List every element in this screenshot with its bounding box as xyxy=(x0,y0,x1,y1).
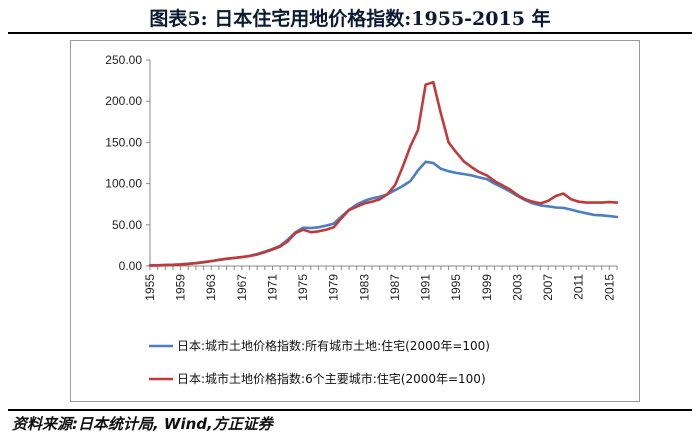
x-tick-label: 1959 xyxy=(174,274,188,301)
title-rule xyxy=(8,32,692,34)
source-rule xyxy=(8,409,692,411)
source-note: 资料来源:日本统计局, Wind,方正证券 xyxy=(12,415,273,433)
x-tick-label: 1955 xyxy=(143,274,157,301)
series-line-2 xyxy=(148,80,619,267)
x-tick-label: 2003 xyxy=(510,274,524,301)
legend-label-1: 日本:城市土地价格指数:所有城市土地:住宅(2000年=100) xyxy=(177,338,490,353)
legend-label-2: 日本:城市土地价格指数:6个主要城市:住宅(2000年=100) xyxy=(177,371,486,386)
x-tick-label: 1999 xyxy=(480,274,494,301)
x-tick-label: 2007 xyxy=(541,274,555,301)
x-tick-label: 2015 xyxy=(602,274,616,301)
y-tick-label: 0.00 xyxy=(119,259,143,273)
x-tick-label: 1975 xyxy=(296,274,310,301)
x-tick-label: 1971 xyxy=(265,274,279,301)
y-tick-label: 100.00 xyxy=(105,177,142,191)
y-tick-label: 250.00 xyxy=(105,53,142,67)
x-tick-label: 1963 xyxy=(204,274,218,301)
y-tick-label: 50.00 xyxy=(112,218,142,232)
x-tick-label: 1979 xyxy=(327,274,341,301)
figure-title: 图表5: 日本住宅用地价格指数:1955-2015 年 xyxy=(149,8,551,30)
y-tick-label: 200.00 xyxy=(105,94,142,108)
x-tick-label: 2011 xyxy=(572,274,586,300)
x-tick-label: 1967 xyxy=(235,274,249,301)
x-tick-label: 1987 xyxy=(388,274,402,301)
x-tick-label: 1995 xyxy=(449,274,463,301)
x-tick-label: 1983 xyxy=(357,274,371,301)
line-chart: 0.00 50.00 100.00 150.00 200.00 250.00 1955 195… xyxy=(105,53,619,386)
chart-frame: 0.00 50.00 100.00 150.00 200.00 250.00 1955 195… xyxy=(70,40,640,402)
y-tick-label: 150.00 xyxy=(105,135,142,149)
series-line-1 xyxy=(148,160,619,267)
x-tick-label: 1991 xyxy=(419,274,433,301)
